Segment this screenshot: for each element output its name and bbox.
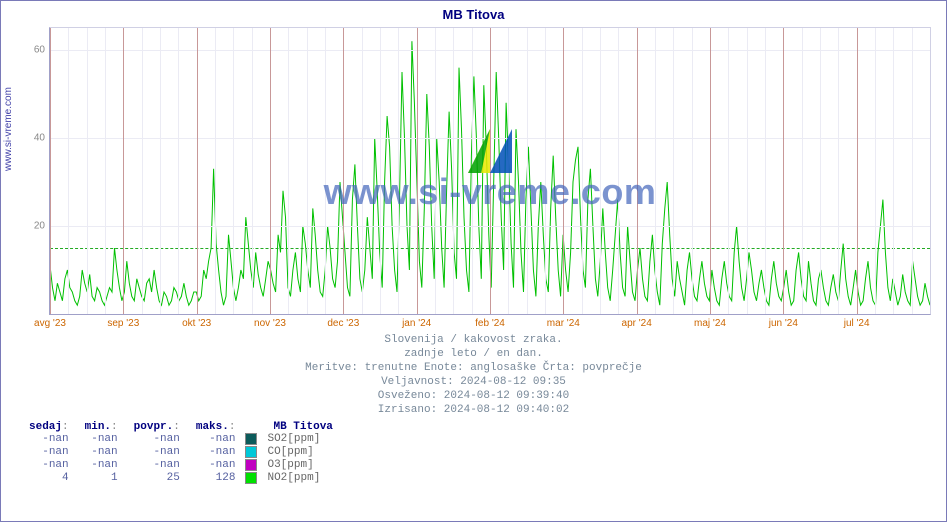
x-tick: nov '23 bbox=[254, 318, 286, 329]
legend-series-label: CO[ppm] bbox=[265, 446, 340, 459]
x-tick: okt '23 bbox=[182, 318, 211, 329]
x-tick: jul '24 bbox=[844, 318, 870, 329]
meta-block: Slovenija / kakovost zraka.zadnje leto /… bbox=[1, 333, 946, 417]
chart-panel: MB Titova www.si-vreme.com 204060avg '23… bbox=[0, 0, 947, 522]
y-axis-label: www.si-vreme.com bbox=[3, 87, 14, 171]
legend-swatch-icon bbox=[245, 459, 257, 471]
legend-row: 4125128NO2[ppm] bbox=[21, 472, 341, 485]
meta-line: zadnje leto / en dan. bbox=[1, 347, 946, 361]
meta-line: Slovenija / kakovost zraka. bbox=[1, 333, 946, 347]
legend-header: maks.: bbox=[188, 421, 244, 433]
x-tick: avg '23 bbox=[34, 318, 66, 329]
meta-line: Meritve: trenutne Enote: anglosaške Črta… bbox=[1, 361, 946, 375]
legend-swatch-icon bbox=[245, 446, 257, 458]
legend-row: -nan-nan-nan-nanCO[ppm] bbox=[21, 446, 341, 459]
legend-series-label: SO2[ppm] bbox=[265, 433, 340, 446]
x-tick: feb '24 bbox=[475, 318, 505, 329]
y-tick: 20 bbox=[34, 221, 45, 232]
legend-row: -nan-nan-nan-nanSO2[ppm] bbox=[21, 433, 341, 446]
y-tick: 60 bbox=[34, 45, 45, 56]
legend-series-label: NO2[ppm] bbox=[265, 472, 340, 485]
legend-station: MB Titova bbox=[265, 421, 340, 433]
meta-line: Osveženo: 2024-08-12 09:39:40 bbox=[1, 389, 946, 403]
legend-row: -nan-nan-nan-nanO3[ppm] bbox=[21, 459, 341, 472]
x-tick: maj '24 bbox=[694, 318, 726, 329]
legend-swatch-icon bbox=[245, 433, 257, 445]
chart-title: MB Titova bbox=[1, 7, 946, 22]
x-tick: jan '24 bbox=[402, 318, 431, 329]
meta-line: Veljavnost: 2024-08-12 09:35 bbox=[1, 375, 946, 389]
legend-header: min.: bbox=[77, 421, 126, 433]
legend-swatch-icon bbox=[245, 472, 257, 484]
legend-header: sedaj: bbox=[21, 421, 77, 433]
x-tick: jun '24 bbox=[769, 318, 798, 329]
legend-table: sedaj:min.:povpr.:maks.:MB Titova-nan-na… bbox=[21, 421, 341, 485]
x-tick: sep '23 bbox=[107, 318, 139, 329]
y-tick: 40 bbox=[34, 133, 45, 144]
x-tick: dec '23 bbox=[327, 318, 359, 329]
legend-series-label: O3[ppm] bbox=[265, 459, 340, 472]
plot-area: 204060avg '23sep '23okt '23nov '23dec '2… bbox=[49, 27, 931, 315]
legend-header: povpr.: bbox=[126, 421, 188, 433]
x-tick: mar '24 bbox=[547, 318, 580, 329]
meta-line: Izrisano: 2024-08-12 09:40:02 bbox=[1, 403, 946, 417]
x-tick: apr '24 bbox=[622, 318, 652, 329]
